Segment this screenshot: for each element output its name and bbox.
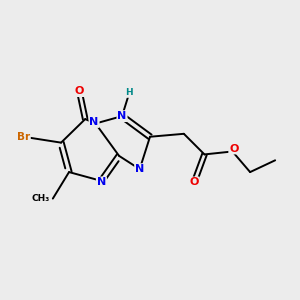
Text: N: N bbox=[117, 111, 127, 121]
Text: O: O bbox=[190, 177, 199, 188]
Text: CH₃: CH₃ bbox=[32, 194, 50, 203]
Text: Br: Br bbox=[17, 132, 30, 142]
Text: N: N bbox=[89, 117, 99, 127]
Text: H: H bbox=[126, 88, 133, 97]
Text: N: N bbox=[97, 177, 106, 188]
Text: O: O bbox=[75, 86, 84, 96]
Text: O: O bbox=[229, 143, 239, 154]
Text: N: N bbox=[135, 164, 144, 174]
